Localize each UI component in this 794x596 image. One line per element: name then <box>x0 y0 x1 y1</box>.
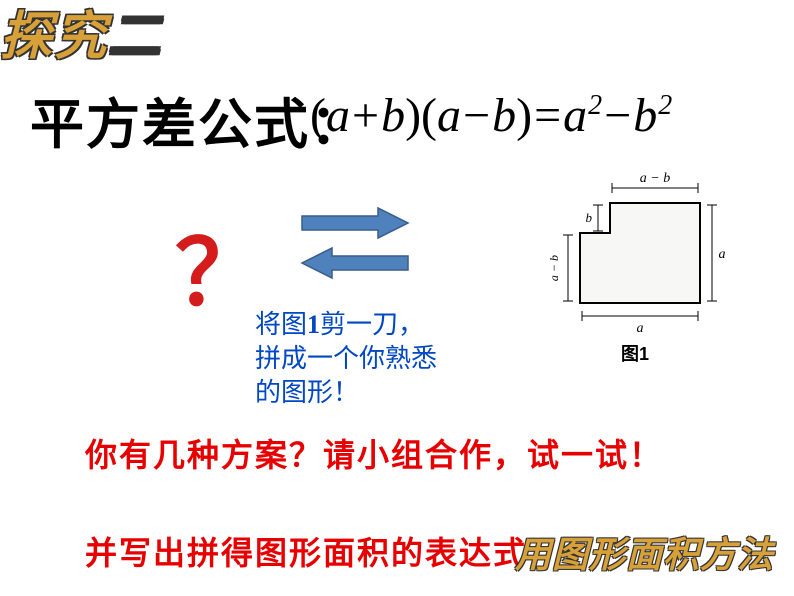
figure-caption: 图1 <box>540 340 730 366</box>
prompt-line-2: 并写出拼得图形面积的表达式 <box>85 528 527 574</box>
prompt-line-1: 你有几种方案？请小组合作，试一试！ <box>85 432 765 478</box>
dim-right: a <box>719 247 726 262</box>
dim-bottom: a <box>637 321 644 336</box>
hint-l3: 的图形！ <box>255 378 359 407</box>
figure-1: a − b a a b a − b 图1 <box>540 158 730 366</box>
formula-row: 平方差公式： (a+b)(a−b)=a2−b2 <box>30 80 366 159</box>
hint-text: 将图1剪一刀， 拼成一个你熟悉 的图形！ <box>255 308 535 410</box>
section-title-main: 探究 <box>0 9 108 66</box>
arrow-left-icon <box>300 246 410 280</box>
dim-left-ab: a − b <box>547 255 561 281</box>
section-title-suffix: 二 <box>108 9 162 66</box>
hint-l1a: 将图 <box>255 310 307 339</box>
formula-math: (a+b)(a−b)=a2−b2 <box>310 88 672 143</box>
hint-l2: 拼成一个你熟悉 <box>255 344 437 373</box>
section-title: 探究二 <box>0 0 162 69</box>
hint-l1b: 1 <box>307 310 320 339</box>
arrow-right-icon <box>300 206 410 240</box>
dim-top: a − b <box>640 171 670 186</box>
question-mark: ？ <box>175 200 265 330</box>
arrows-group <box>300 200 410 286</box>
dim-left-b: b <box>586 210 593 225</box>
hint-l1c: 剪一刀， <box>320 310 424 339</box>
method-label: 用图形面积方法 <box>515 526 774 578</box>
